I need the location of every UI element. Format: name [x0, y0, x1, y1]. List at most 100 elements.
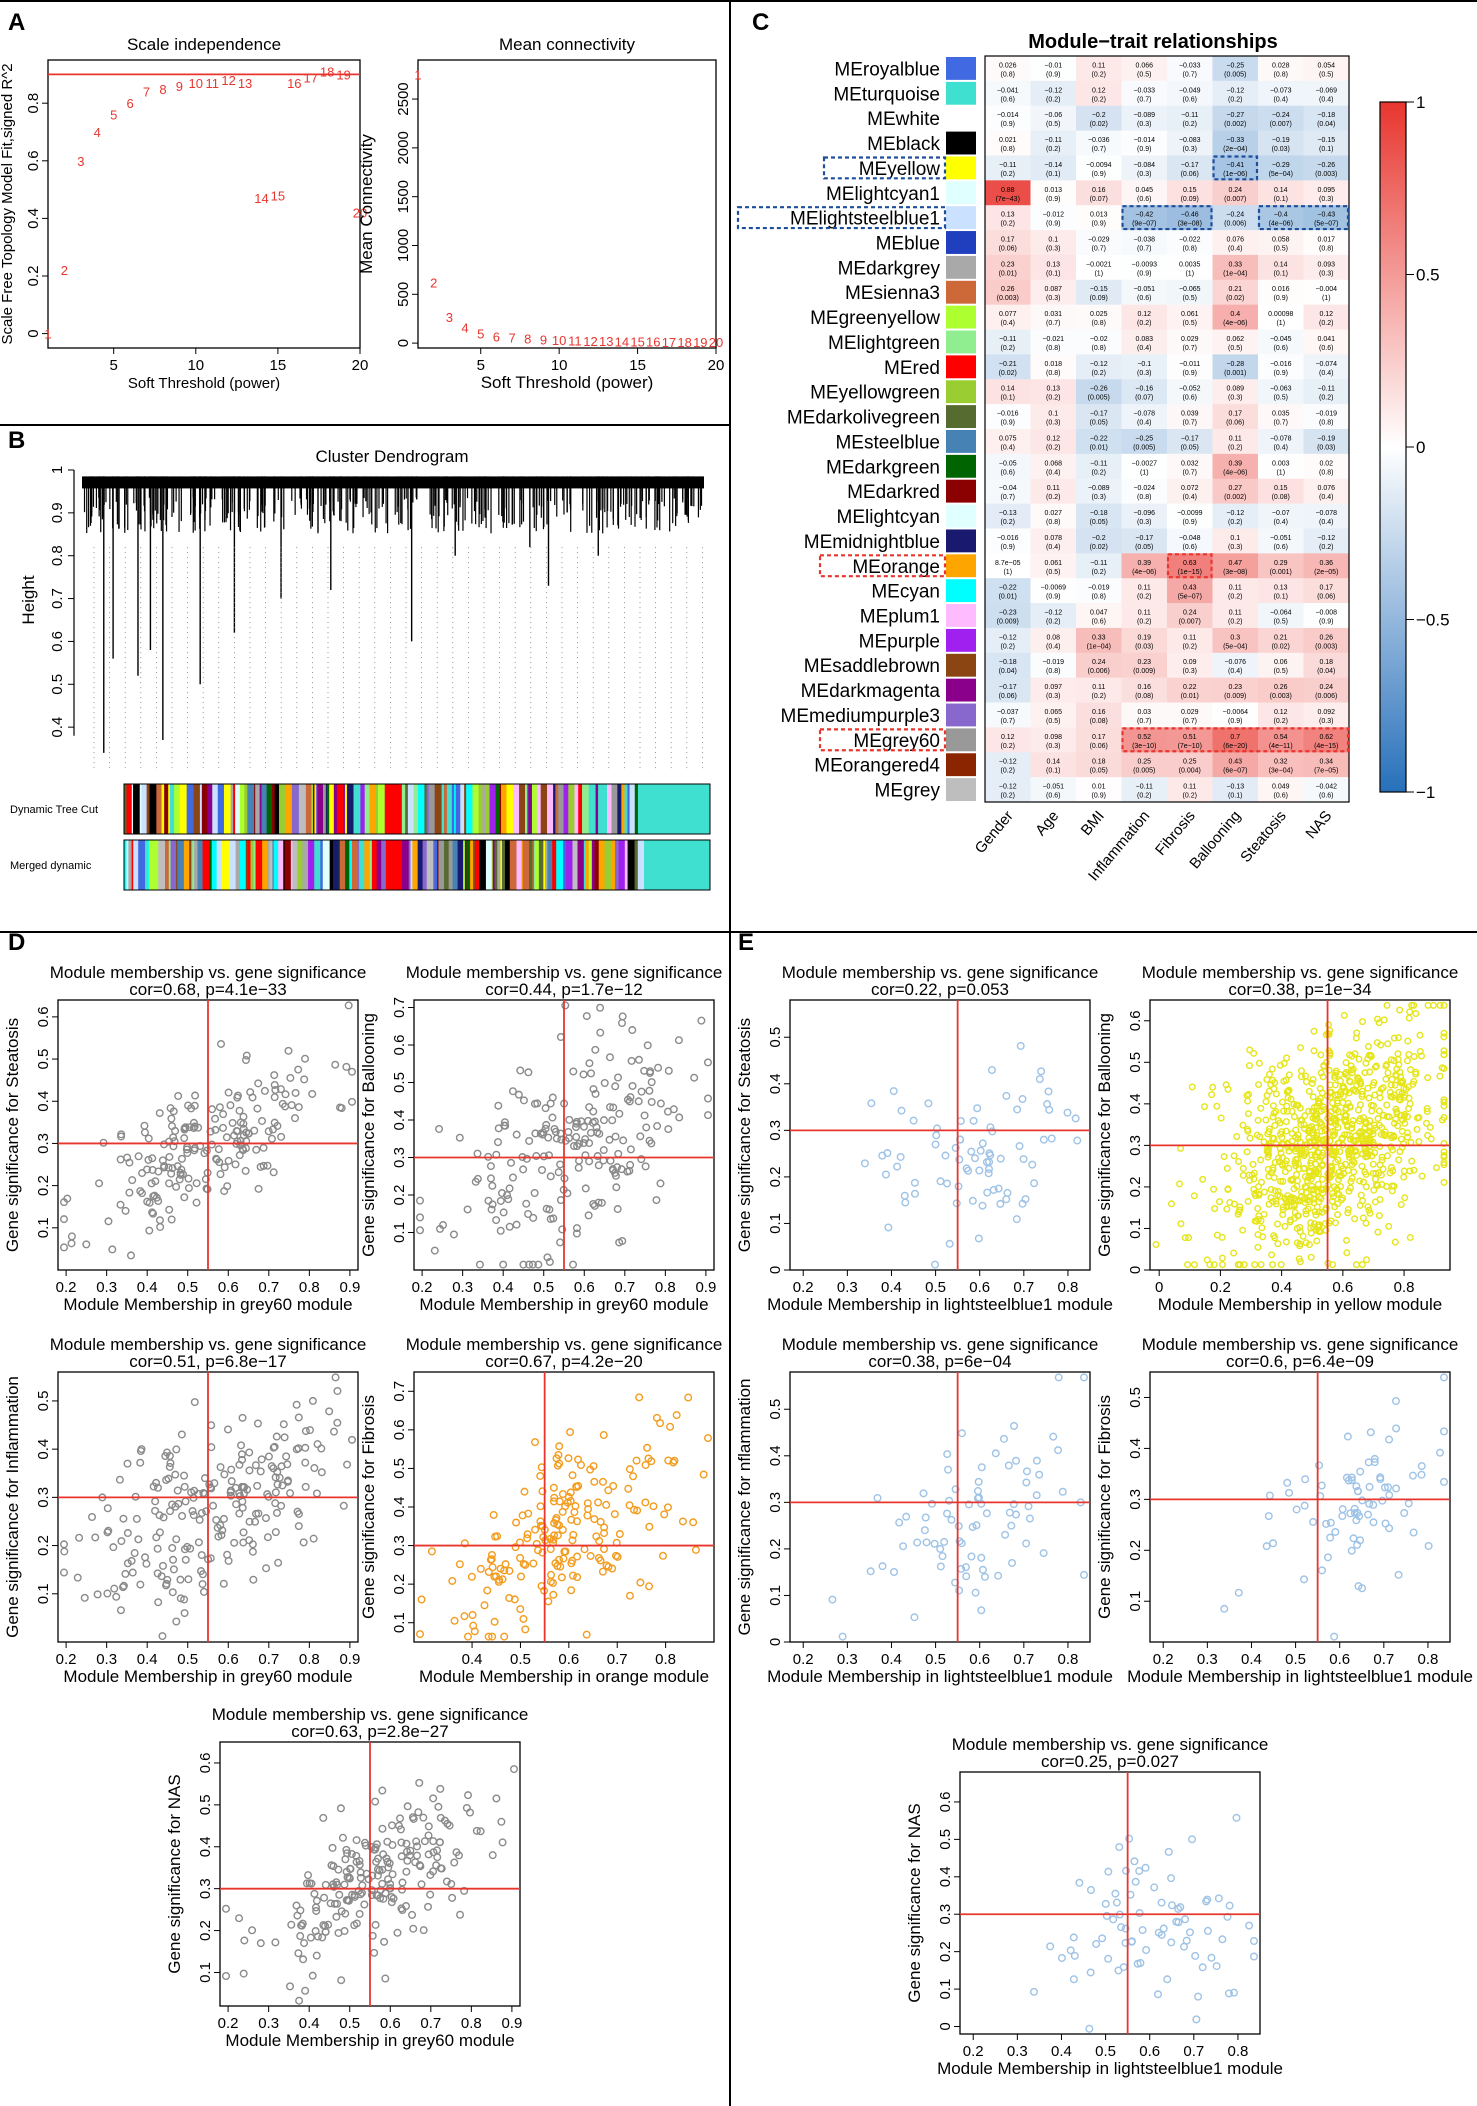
data-point — [132, 1514, 141, 1523]
data-point — [1218, 1233, 1226, 1241]
cell-pvalue: (0.8) — [1274, 71, 1288, 78]
point-label: 10 — [189, 76, 203, 91]
row-label: MEsaddlebrown — [804, 656, 940, 677]
data-point — [1230, 1152, 1238, 1160]
data-point — [371, 1920, 380, 1929]
data-point — [994, 1184, 1003, 1193]
cell-pvalue: (0.2) — [1092, 693, 1106, 700]
data-point — [504, 1195, 513, 1204]
data-point — [550, 1124, 559, 1133]
cell-pvalue: (0.1) — [1046, 768, 1060, 775]
data-point — [591, 1089, 600, 1098]
y-axis-label: Gene significance for Ballooning — [1095, 1013, 1114, 1257]
data-point — [1439, 1373, 1448, 1382]
track-segment — [460, 784, 465, 834]
data-point — [1312, 1211, 1320, 1219]
data-point — [1102, 1911, 1111, 1920]
x-tick-label: 0.8 — [461, 2015, 482, 2032]
x-tick-label: 0.4 — [137, 1651, 158, 1668]
cell-pvalue: (0.5) — [1137, 71, 1151, 78]
track-segment — [254, 784, 256, 834]
cell-value: −0.16 — [1135, 386, 1153, 393]
data-point — [214, 1145, 223, 1154]
data-point — [1331, 1117, 1339, 1125]
cell-pvalue: (0.02) — [1090, 544, 1108, 551]
data-point — [1246, 1046, 1254, 1054]
y-tick-label: 0.1 — [197, 1962, 214, 1983]
heatmap-cell — [1212, 453, 1259, 480]
cell-pvalue: (0.01) — [1181, 693, 1199, 700]
data-point — [125, 1188, 134, 1197]
heatmap-cell — [1030, 80, 1077, 107]
data-point — [305, 1426, 314, 1435]
heatmap-cell — [1076, 205, 1122, 231]
data-point — [600, 1529, 609, 1538]
module-swatch — [946, 206, 976, 230]
data-point — [183, 1542, 192, 1551]
point-label: 10 — [552, 333, 566, 348]
heatmap-cell — [1258, 130, 1304, 156]
cell-value: 0.026 — [999, 62, 1017, 69]
cell-pvalue: (0.1) — [1046, 270, 1060, 277]
data-point — [152, 1193, 161, 1202]
chart-title: Module−trait relationships — [1028, 31, 1277, 53]
track-segment — [139, 784, 142, 834]
data-point — [1235, 1158, 1243, 1166]
data-point — [546, 1172, 555, 1181]
cell-value: −0.15 — [1317, 137, 1335, 144]
cell-value: −0.01 — [1044, 62, 1062, 69]
data-point — [1388, 1146, 1396, 1154]
heatmap-cell — [1030, 230, 1077, 256]
point-label: 5 — [477, 326, 484, 341]
data-point — [901, 1198, 910, 1207]
heatmap-cell — [1258, 752, 1304, 778]
data-point — [294, 1413, 303, 1422]
cell-value: 0.88 — [1001, 187, 1015, 194]
data-point — [1269, 1166, 1277, 1174]
cell-pvalue: (0.05) — [1090, 768, 1108, 775]
data-point — [1380, 1130, 1388, 1138]
data-point — [549, 1590, 558, 1599]
cell-pvalue: (2e−04) — [1223, 146, 1247, 153]
data-point — [684, 1393, 693, 1402]
data-point — [1369, 1160, 1377, 1168]
data-point — [1410, 1166, 1418, 1174]
cell-pvalue: (0.9) — [1183, 519, 1197, 526]
cell-value: −0.022 — [1179, 237, 1201, 244]
data-point — [419, 1926, 428, 1935]
point-label: 13 — [599, 334, 613, 349]
data-point — [1002, 1195, 1011, 1204]
column-label: BMI — [1078, 808, 1108, 839]
data-point — [239, 1528, 248, 1537]
data-point — [393, 1928, 402, 1937]
x-tick-label: 0 — [1155, 1279, 1163, 1296]
data-point — [1306, 1193, 1314, 1201]
data-point — [117, 1132, 126, 1141]
data-point — [445, 1821, 454, 1830]
data-point — [1032, 1456, 1041, 1465]
chart-D2: Module membership vs. gene significancec… — [359, 963, 722, 1314]
heatmap-cell — [1167, 453, 1213, 480]
heatmap-cell — [1212, 553, 1259, 579]
cell-value: −0.014 — [1133, 137, 1155, 144]
cell-value: 0.19 — [1137, 634, 1151, 641]
data-point — [281, 1090, 290, 1099]
heatmap-cell — [1076, 155, 1122, 181]
data-point — [625, 1465, 634, 1474]
cell-value: 0.54 — [1274, 734, 1288, 741]
data-point — [155, 1511, 164, 1520]
data-point — [635, 1393, 644, 1402]
cell-pvalue: (0.2) — [1183, 121, 1197, 128]
heatmap-cell — [1167, 404, 1213, 430]
data-point — [292, 1901, 301, 1910]
data-point — [1292, 1101, 1300, 1109]
heatmap-cell — [1167, 553, 1213, 579]
data-point — [512, 1130, 521, 1139]
heatmap-cell — [1303, 180, 1350, 206]
data-point — [1035, 1075, 1044, 1084]
panel-letter-a: A — [8, 9, 25, 36]
y-tick-label: 0.2 — [937, 1941, 954, 1962]
row-label: MEdarkred — [847, 482, 940, 503]
data-point — [585, 1103, 594, 1112]
data-point — [1318, 1127, 1326, 1135]
